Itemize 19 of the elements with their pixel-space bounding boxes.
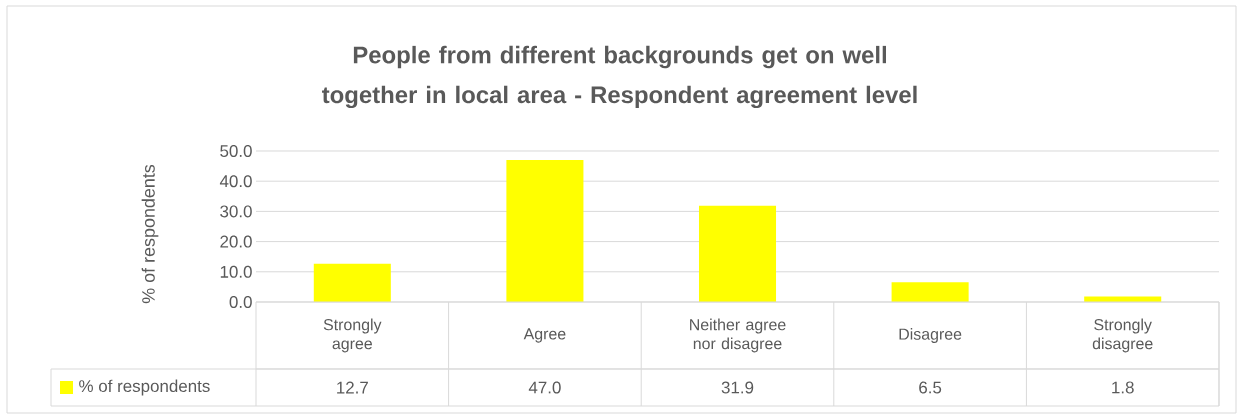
x-tick-label: Strongly agree: [323, 318, 382, 353]
data-label: 6.5: [919, 381, 942, 394]
x-tick-label: Neither agree nor disagree: [690, 318, 786, 353]
y-tick-label: 50.0: [220, 145, 252, 157]
x-tick-label: Disagree: [899, 328, 962, 343]
y-tick-label: 0.0: [229, 296, 252, 308]
x-tick-label: Agree: [523, 328, 566, 343]
data-label: 47.0: [528, 381, 561, 394]
y-axis-title: % of respondents: [141, 164, 159, 304]
x-tick-label: Strongly disagree: [1092, 318, 1153, 353]
legend-label: % of respondents: [79, 379, 210, 396]
y-tick-label: 30.0: [220, 205, 252, 218]
y-tick-label: 20.0: [220, 235, 252, 248]
data-label: 1.8: [1112, 381, 1134, 394]
y-tick-label: 10.0: [220, 265, 252, 278]
y-tick-label: 40.0: [219, 175, 252, 188]
data-label: 12.7: [337, 381, 368, 394]
data-label: 31.9: [721, 381, 754, 394]
chart-title: People from different backgrounds get on well together in local area - Respondent agreement level: [322, 45, 917, 109]
